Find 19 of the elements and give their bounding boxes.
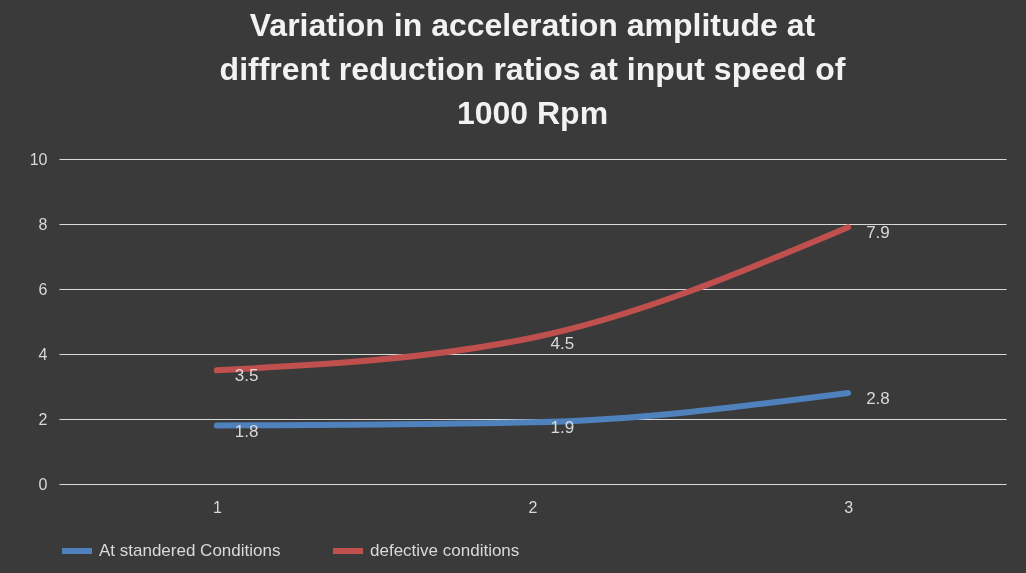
data-label: 7.9 [866, 223, 890, 243]
text: diffrent reduction ratios at input speed of [219, 51, 846, 87]
data-label: 1.9 [550, 418, 575, 438]
legend-label: defective conditions [370, 541, 520, 560]
text: Variation in acceleration amplitude at [249, 7, 816, 43]
y-tick-label: 8 [38, 215, 48, 233]
data-label: 2.8 [866, 389, 890, 408]
y-tick-label: 6 [38, 280, 48, 298]
y-tick-label: 10 [29, 150, 48, 168]
x-tick-label: 2 [528, 498, 538, 516]
data-label: 4.5 [550, 333, 575, 353]
data-label: 3.5 [234, 366, 259, 386]
legend-label: At standered Conditions [99, 541, 281, 560]
x-tick-label: 1 [212, 498, 222, 516]
y-tick-label: 4 [38, 345, 48, 363]
x-tick-label: 3 [844, 498, 854, 516]
y-tick-label: 2 [38, 410, 48, 428]
y-tick-label: 0 [38, 475, 48, 493]
text: 1000 Rpm [456, 95, 609, 131]
